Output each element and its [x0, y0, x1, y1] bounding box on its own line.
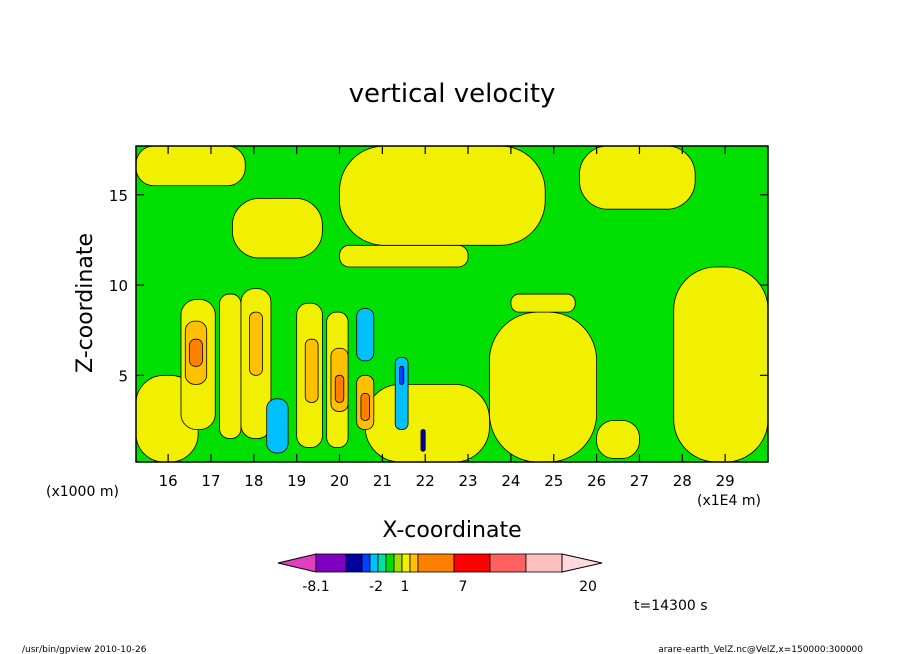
x-unit-right: (x1E4 m) — [697, 493, 761, 509]
contour-region-negative — [394, 356, 409, 430]
colorbar — [277, 553, 603, 573]
y-tick-label: 5 — [118, 367, 128, 385]
colorbar-segment — [409, 553, 419, 573]
x-tick-label: 24 — [501, 472, 520, 490]
contour-region-negative — [356, 308, 375, 362]
footer-right: arare-earth_VelZ.nc@VelZ,x=150000:300000 — [658, 645, 863, 654]
contour-region-positive — [510, 293, 576, 313]
contour-region-positive — [596, 420, 640, 459]
x-tick-label: 18 — [244, 472, 263, 490]
contour-region-positive — [489, 311, 597, 462]
colorbar-arrow-right — [561, 553, 603, 573]
x-tick-label: 28 — [673, 472, 692, 490]
colorbar-segment — [345, 553, 363, 573]
x-tick-label: 17 — [201, 472, 220, 490]
x-tick-label: 22 — [416, 472, 435, 490]
contour-region-positive — [136, 146, 246, 187]
x-axis-ticks: 16 17 18 19 20 21 22 23 24 25 26 27 28 29 — [159, 146, 735, 490]
colorbar-segment — [377, 553, 387, 573]
colorbar-segment — [361, 553, 371, 573]
plot-frame — [135, 145, 769, 463]
x-tick-label: 29 — [716, 472, 735, 490]
colorbar-label-3: 1 — [401, 579, 410, 595]
x-tick-label: 23 — [459, 472, 478, 490]
colorbar-segment — [525, 553, 563, 573]
colorbar-segment — [401, 553, 411, 573]
x-tick-label: 21 — [373, 472, 392, 490]
colorbar-segment — [369, 553, 379, 573]
chart-title: vertical velocity — [349, 79, 556, 109]
contour-region-positive — [339, 244, 469, 268]
y-tick-label: 15 — [109, 187, 128, 205]
contour-regions — [136, 146, 768, 462]
contour-region-positive — [249, 311, 263, 376]
x-tick-label: 27 — [630, 472, 649, 490]
x-unit-left: (x1000 m) — [46, 484, 119, 500]
colorbar-segment — [489, 553, 527, 573]
contour-region-positive — [364, 383, 490, 462]
contour-region-positive — [673, 266, 768, 462]
contour-region-positive — [232, 197, 323, 259]
plot-area — [136, 146, 768, 462]
colorbar-label-2: -2 — [369, 579, 383, 595]
contour-region-positive — [360, 392, 370, 421]
contour-region-negative — [420, 429, 426, 452]
colorbar-segment — [393, 553, 403, 573]
footer-left: /usr/bin/gpview 2010-10-26 — [22, 645, 147, 654]
x-tick-label: 20 — [330, 472, 349, 490]
time-label: t=14300 s — [634, 598, 708, 614]
y-tick-label: 10 — [109, 277, 128, 295]
x-axis-title: X-coordinate — [382, 518, 521, 543]
contour-region-negative — [399, 365, 405, 385]
colorbar-label-4: 7 — [459, 579, 468, 595]
contour-region-positive — [339, 146, 546, 246]
y-axis-ticks: 5 10 15 — [109, 187, 768, 385]
colorbar-segment — [417, 553, 455, 573]
colorbar-label-5: 20 — [579, 579, 597, 595]
colorbar-segment — [453, 553, 491, 573]
contour-region-positive — [334, 374, 345, 403]
x-tick-label: 26 — [587, 472, 606, 490]
colorbar-label-1: -8.1 — [302, 579, 329, 595]
contour-region-positive — [189, 338, 203, 367]
x-tick-label: 19 — [287, 472, 306, 490]
contour-region-positive — [219, 293, 242, 439]
colorbar-segment — [315, 553, 347, 573]
colorbar-segment — [385, 553, 395, 573]
contour-region-negative — [266, 398, 289, 454]
contour-region-positive — [579, 146, 696, 210]
x-tick-label: 25 — [544, 472, 563, 490]
y-axis-title: Z-coordinate — [73, 233, 98, 373]
x-tick-label: 16 — [159, 472, 178, 490]
contour-region-positive — [304, 338, 319, 403]
colorbar-arrow-left — [277, 553, 317, 573]
